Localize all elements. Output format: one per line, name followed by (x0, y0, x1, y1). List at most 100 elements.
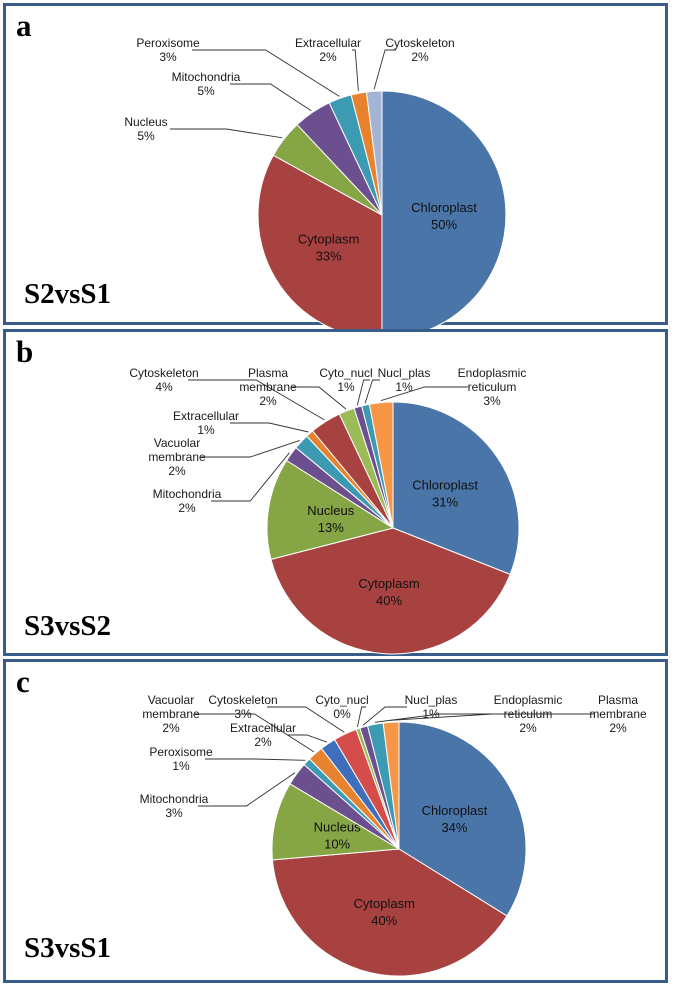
panel-title: S2vsS1 (24, 278, 112, 310)
callout-percent: 3% (483, 394, 501, 408)
callout-percent: 5% (137, 129, 155, 143)
callout-label: membrane (239, 380, 297, 394)
slice-percent-chloroplast: 34% (441, 820, 467, 835)
callout-label: Extracellular (230, 721, 296, 735)
leader-line (373, 49, 396, 90)
callout-label: Nucl_plas (378, 366, 431, 380)
callout-percent: 2% (609, 721, 627, 735)
pie-slice-chloroplast (398, 721, 527, 917)
callout-label: Mitochondria (153, 487, 222, 501)
panel-c: c S3vsS1 Chloroplast 34% Cytoplasm 40% Nucle… (3, 659, 668, 983)
callout-label: Mitochondria (172, 70, 241, 84)
callout-percent: 2% (178, 501, 196, 515)
leader-line (205, 758, 306, 761)
leader-line (356, 706, 366, 727)
callout-percent: 2% (411, 50, 429, 64)
leader-line (230, 422, 309, 433)
slice-percent-cytoplasm: 33% (316, 249, 342, 264)
slice-label-nucleus: Nucleus (307, 503, 354, 518)
callout-percent: 2% (254, 735, 272, 749)
callout-label: Cytoskeleton (385, 36, 454, 50)
callout-percent: 1% (337, 380, 355, 394)
callout-label: Mitochondria (140, 792, 209, 806)
pie-slice-chloroplast (392, 401, 520, 576)
callout-label: reticulum (468, 380, 517, 394)
pie-slice-nucleus (271, 783, 401, 861)
callout-label: membrane (589, 707, 647, 721)
callout-label: Cytoskeleton (208, 693, 277, 707)
callout-percent: 1% (395, 380, 413, 394)
slice-label-chloroplast: Chloroplast (422, 803, 488, 818)
callout-percent: 2% (259, 394, 277, 408)
callout-percent: 0% (333, 707, 351, 721)
callout-percent: 2% (519, 721, 537, 735)
leader-line (362, 706, 407, 726)
callout-percent: 2% (319, 50, 337, 64)
pie-slice-cytoskeleton (365, 90, 383, 216)
leader-line (198, 772, 296, 807)
callout-label: membrane (142, 707, 200, 721)
pie-slice-nucleus (266, 459, 395, 560)
callout-percent: 1% (197, 423, 215, 437)
pie-slice-cytoplasm (270, 527, 511, 655)
callout-percent: 4% (155, 380, 173, 394)
panel-a: a S2vsS1 Chloroplast 50% Cytoplasm 33% Nucle… (3, 3, 668, 340)
callout-label: Plasma (598, 693, 638, 707)
slice-label-cytoplasm: Cytoplasm (358, 576, 419, 591)
pie-slice-cytoplasm (271, 848, 508, 977)
leader-line (201, 439, 300, 458)
panel-title: S3vsS2 (24, 610, 112, 642)
callout-label: Endoplasmic (458, 366, 527, 380)
callout-percent: 3% (165, 806, 183, 820)
slice-percent-nucleus: 13% (318, 520, 344, 535)
callout-label: Plasma (248, 366, 288, 380)
leader-line (292, 386, 347, 410)
leader-line (267, 706, 345, 733)
leader-line (356, 379, 370, 406)
slice-percent-cytoplasm: 40% (376, 593, 402, 608)
callout-label: membrane (148, 450, 206, 464)
slice-percent-chloroplast: 50% (431, 217, 457, 232)
panel-letter: a (16, 8, 32, 43)
slice-percent-cytoplasm: 40% (371, 913, 397, 928)
panel-letter: b (16, 334, 34, 369)
leader-line (352, 49, 359, 92)
leader-line (364, 379, 380, 404)
pie-slice-endoplasmic-reticulum (368, 401, 394, 529)
leader-line (170, 128, 283, 139)
pie-chart-c: Chloroplast 34% Cytoplasm 40% Nucleus 10% Mito… (140, 693, 647, 977)
pie-chart-a: Chloroplast50%Cytoplasm33%Nucleus5%Mitoc… (124, 36, 507, 340)
panel-letter: c (16, 664, 30, 699)
callout-label: Peroxisome (136, 36, 200, 50)
callout-label: Extracellular (295, 36, 361, 50)
slice-label-chloroplast: Chloroplast (411, 200, 477, 215)
leader-line (390, 713, 594, 721)
leader-line (192, 49, 340, 97)
leader-line (230, 83, 312, 112)
panel-title: S3vsS1 (24, 932, 112, 964)
slice-label-chloroplast: Chloroplast (412, 478, 478, 493)
callout-percent: 2% (162, 721, 180, 735)
leader-line (211, 452, 290, 502)
